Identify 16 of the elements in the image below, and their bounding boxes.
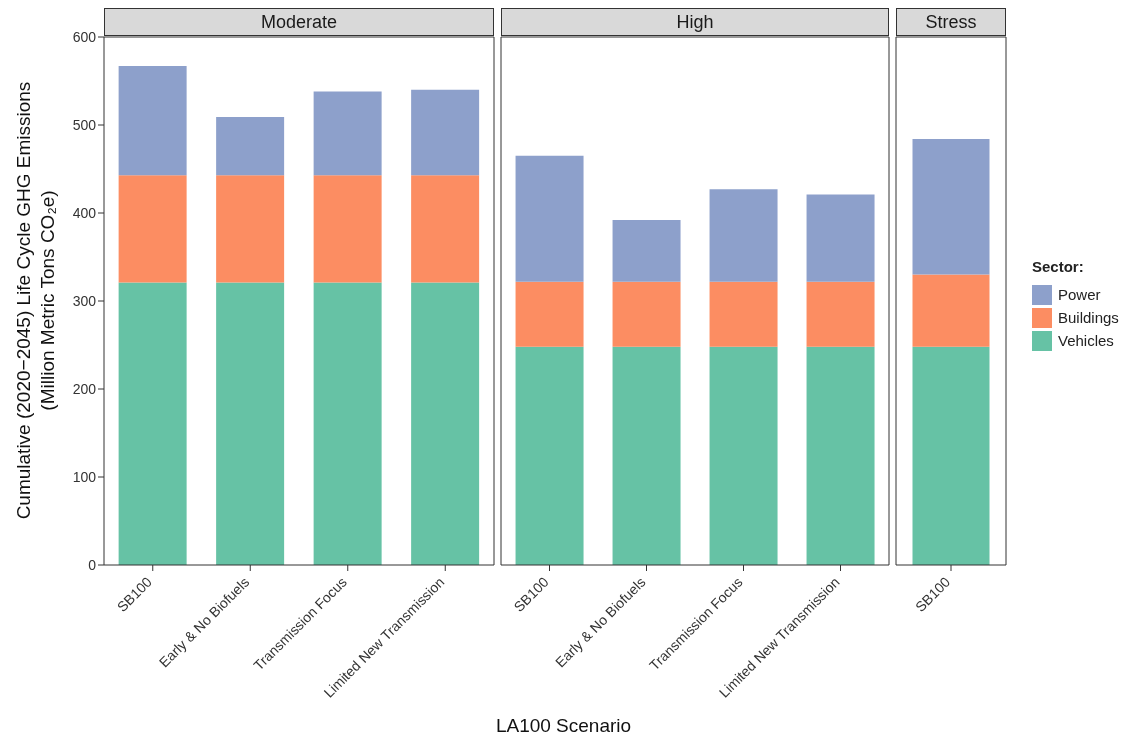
chart-title: Stress: [896, 8, 1006, 36]
chart-title: Moderate: [104, 8, 494, 36]
y-axis-title: Cumulative (2020−2045) Life Cycle GHG Emissions (Million Metric Tons CO₂e): [13, 81, 58, 520]
y-tick-label: 300: [72, 292, 97, 309]
y-tick-label: 600: [72, 28, 97, 45]
y-tick-label: 200: [72, 380, 97, 397]
y-tick-label: 0: [88, 556, 97, 573]
y-tick-label: 100: [72, 468, 97, 485]
chart-title: High: [501, 8, 889, 36]
legend-label: Vehicles: [1058, 332, 1114, 349]
legend-title: Sector:: [1032, 258, 1085, 275]
x-axis-title: LA100 Scenario: [494, 715, 633, 737]
legend-label: Buildings: [1058, 309, 1119, 326]
y-tick-label: 500: [72, 116, 97, 133]
y-tick-label: 400: [72, 204, 97, 221]
legend-label: Power: [1058, 286, 1101, 303]
